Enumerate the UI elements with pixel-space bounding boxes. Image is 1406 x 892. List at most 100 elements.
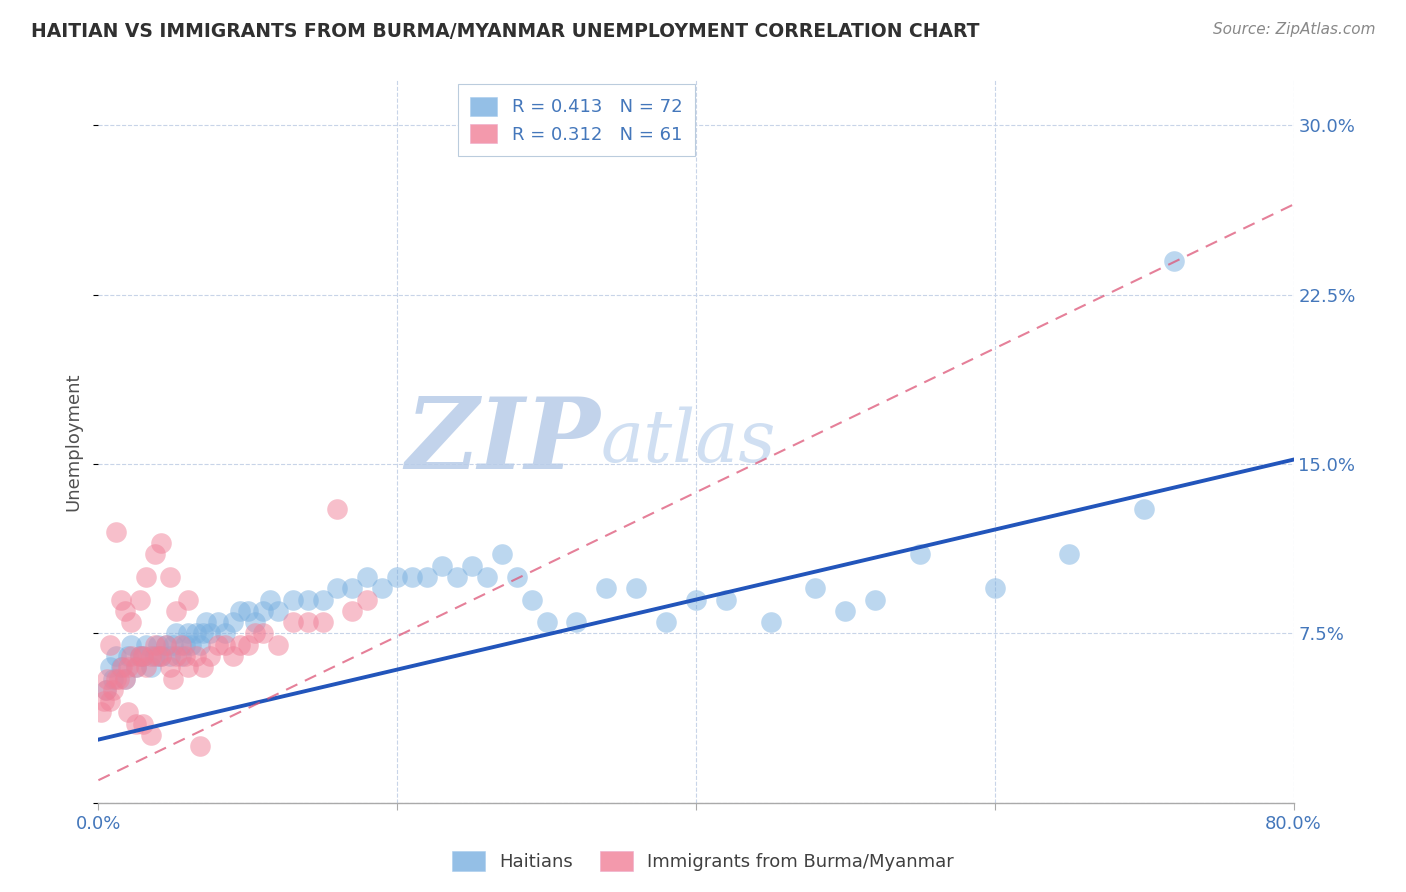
Point <box>165 648 187 663</box>
Point <box>169 648 191 663</box>
Point <box>180 638 202 652</box>
Point <box>595 582 617 596</box>
Legend: R = 0.413   N = 72, R = 0.312   N = 61: R = 0.413 N = 72, R = 0.312 N = 61 <box>458 84 695 156</box>
Point <box>491 129 513 144</box>
Point <box>326 502 349 516</box>
Point <box>177 626 200 640</box>
Point <box>150 648 173 663</box>
Point <box>416 570 439 584</box>
Point <box>1059 548 1081 562</box>
Point <box>150 648 173 663</box>
Point <box>105 524 128 539</box>
Point <box>139 648 162 663</box>
Text: HAITIAN VS IMMIGRANTS FROM BURMA/MYANMAR UNEMPLOYMENT CORRELATION CHART: HAITIAN VS IMMIGRANTS FROM BURMA/MYANMAR… <box>31 22 980 41</box>
Point <box>188 638 211 652</box>
Point <box>207 615 229 630</box>
Point <box>184 626 207 640</box>
Point <box>685 592 707 607</box>
Point <box>252 604 274 618</box>
Point <box>139 660 162 674</box>
Point <box>191 626 214 640</box>
Point <box>93 694 115 708</box>
Point <box>159 648 181 663</box>
Point <box>135 638 157 652</box>
Point <box>259 592 281 607</box>
Point <box>103 672 125 686</box>
Point <box>536 615 558 630</box>
Point <box>506 570 529 584</box>
Point <box>214 626 236 640</box>
Point <box>326 582 349 596</box>
Point <box>111 660 134 674</box>
Point <box>229 638 252 652</box>
Point <box>174 648 197 663</box>
Point <box>430 558 453 573</box>
Legend: Haitians, Immigrants from Burma/Myanmar: Haitians, Immigrants from Burma/Myanmar <box>446 844 960 879</box>
Point <box>105 648 128 663</box>
Point <box>267 638 290 652</box>
Point <box>117 648 139 663</box>
Point <box>1163 253 1185 268</box>
Point <box>236 604 259 618</box>
Point <box>207 638 229 652</box>
Point <box>148 648 170 663</box>
Point <box>135 570 157 584</box>
Point <box>311 592 333 607</box>
Point <box>385 570 409 584</box>
Point <box>132 648 155 663</box>
Point <box>371 582 394 596</box>
Text: atlas: atlas <box>600 406 776 477</box>
Point <box>184 648 207 663</box>
Point <box>125 660 148 674</box>
Y-axis label: Unemployment: Unemployment <box>65 372 83 511</box>
Point <box>200 648 222 663</box>
Point <box>114 604 136 618</box>
Point <box>342 582 364 596</box>
Point <box>520 592 543 607</box>
Point <box>169 638 191 652</box>
Point <box>110 592 132 607</box>
Point <box>475 570 498 584</box>
Point <box>162 672 184 686</box>
Point <box>98 660 122 674</box>
Point <box>155 638 177 652</box>
Point <box>132 716 155 731</box>
Point <box>94 682 117 697</box>
Point <box>759 615 782 630</box>
Point <box>984 582 1007 596</box>
Point <box>143 648 166 663</box>
Point <box>865 592 887 607</box>
Point <box>565 615 588 630</box>
Point <box>252 626 274 640</box>
Point <box>114 672 136 686</box>
Point <box>110 660 132 674</box>
Point <box>90 706 112 720</box>
Point <box>804 582 827 596</box>
Point <box>117 706 139 720</box>
Point <box>177 660 200 674</box>
Point <box>401 570 423 584</box>
Point <box>177 592 200 607</box>
Point <box>222 648 245 663</box>
Point <box>139 728 162 742</box>
Point <box>150 536 173 550</box>
Point <box>461 558 484 573</box>
Point <box>129 648 152 663</box>
Point <box>94 682 117 697</box>
Point <box>120 648 142 663</box>
Point <box>714 592 737 607</box>
Point <box>96 672 118 686</box>
Point <box>626 582 648 596</box>
Point <box>311 615 333 630</box>
Point <box>105 672 128 686</box>
Point <box>188 739 211 754</box>
Point <box>195 615 218 630</box>
Point <box>103 682 125 697</box>
Point <box>120 638 142 652</box>
Point <box>114 672 136 686</box>
Point <box>129 592 152 607</box>
Point <box>155 638 177 652</box>
Point <box>148 638 170 652</box>
Point <box>125 716 148 731</box>
Point <box>834 604 856 618</box>
